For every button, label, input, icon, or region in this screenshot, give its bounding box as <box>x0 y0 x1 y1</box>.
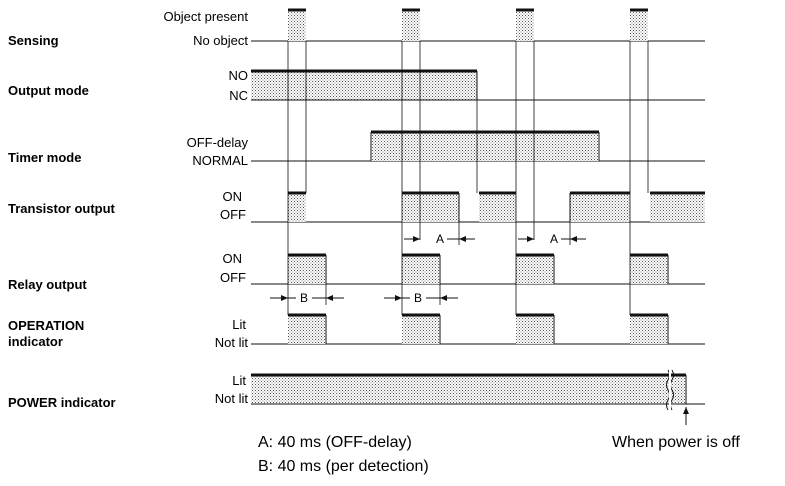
timer-mode-waveform <box>251 130 705 162</box>
transistor-high-label: ON <box>223 189 243 204</box>
output-mode-low-label: NC <box>229 88 248 103</box>
operation-low-label: Not lit <box>215 335 249 350</box>
output-mode-waveform <box>251 69 705 101</box>
relay-output-label: Relay output <box>8 277 87 292</box>
timer-mode-high-label: OFF-delay <box>187 135 249 150</box>
power-waveform <box>251 369 705 425</box>
note-a: A: 40 ms (OFF-delay) <box>258 434 412 451</box>
relay-high-label: ON <box>223 251 243 266</box>
timer-mode-low-label: NORMAL <box>192 153 248 168</box>
power-low-label: Not lit <box>215 391 249 406</box>
transistor-output-label: Transistor output <box>8 201 116 216</box>
dimension-a-label-2: A <box>550 232 558 246</box>
note-power-off: When power is off <box>612 434 740 451</box>
dimension-a-label-1: A <box>436 232 444 246</box>
transistor-low-label: OFF <box>220 207 246 222</box>
relay-low-label: OFF <box>220 270 246 285</box>
relay-waveform <box>251 253 705 285</box>
operation-waveform <box>251 313 705 345</box>
dimension-b-label-2: B <box>414 291 422 305</box>
power-high-label: Lit <box>232 373 246 388</box>
operation-indicator-label-1: OPERATION <box>8 318 84 333</box>
output-mode-label: Output mode <box>8 83 89 98</box>
sensing-label: Sensing <box>8 33 59 48</box>
timer-mode-label: Timer mode <box>8 150 81 165</box>
waveforms <box>251 8 705 425</box>
guide-lines <box>287 41 649 315</box>
sensing-low-label: No object <box>193 33 248 48</box>
sensing-high-label: Object present <box>163 9 248 24</box>
output-mode-high-label: NO <box>229 68 249 83</box>
dimension-b-label-1: B <box>300 291 308 305</box>
operation-high-label: Lit <box>232 317 246 332</box>
power-indicator-label: POWER indicator <box>8 395 116 410</box>
sensing-waveform <box>251 8 705 42</box>
note-b: B: 40 ms (per detection) <box>258 458 429 475</box>
transistor-waveform <box>251 191 705 223</box>
operation-indicator-label-2: indicator <box>8 334 63 349</box>
